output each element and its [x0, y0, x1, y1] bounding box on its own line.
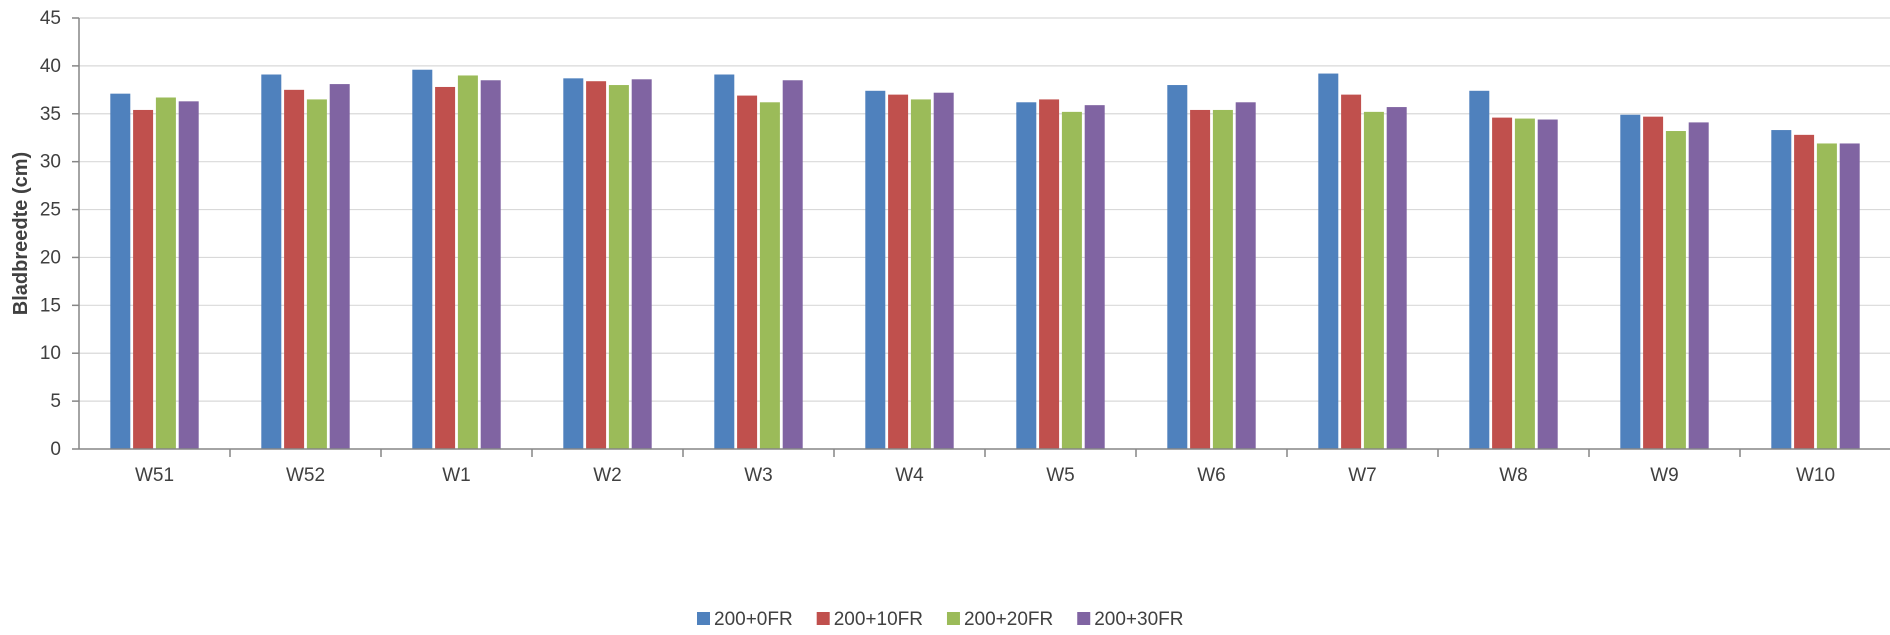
y-axis-ticks: 0 5 10 15 20 25 30 35 40 45 — [40, 8, 79, 460]
x-tick-label: W1 — [442, 465, 471, 486]
bar-w10-4 — [1839, 143, 1860, 450]
bar-w5-2 — [1039, 99, 1060, 450]
bar-w51-4 — [178, 101, 199, 450]
y-tick-label: 25 — [40, 200, 61, 221]
bar-w2-3 — [608, 85, 629, 450]
bar-w5-3 — [1061, 111, 1082, 450]
gridlines — [79, 17, 1890, 402]
legend-label: 200+0FR — [714, 609, 793, 630]
legend-label: 200+30FR — [1094, 609, 1183, 630]
legend-item: 200+30FR — [1077, 609, 1184, 630]
bar-w5-4 — [1084, 105, 1105, 449]
bar-w5-1 — [1016, 102, 1037, 449]
bar-w2-4 — [631, 79, 652, 449]
y-tick-label: 20 — [40, 247, 61, 268]
bar-w9-2 — [1643, 116, 1664, 449]
bar-w9-3 — [1665, 131, 1686, 450]
legend-item: 200+20FR — [946, 609, 1053, 630]
x-tick-label: W51 — [135, 465, 174, 486]
bar-w52-1 — [261, 74, 282, 450]
x-tick-label: W2 — [593, 465, 622, 486]
bar-w2-1 — [563, 78, 584, 449]
legend-label: 200+10FR — [834, 609, 923, 630]
bar-w7-3 — [1363, 111, 1384, 450]
bar-w51-3 — [155, 97, 176, 450]
bar-w3-1 — [714, 74, 735, 450]
bar-w9-1 — [1620, 114, 1641, 449]
bar-w51-1 — [110, 93, 131, 450]
bar-w6-4 — [1235, 102, 1256, 449]
bar-w52-4 — [329, 84, 350, 449]
bar-w4-2 — [888, 94, 909, 449]
x-tick-label: W3 — [744, 465, 773, 486]
legend-swatch — [946, 612, 960, 625]
legend: 200+0FR 200+10FR 200+20FR 200+30FR — [697, 609, 1184, 630]
bar-w6-3 — [1212, 109, 1233, 450]
bar-w9-4 — [1688, 122, 1709, 450]
bar-w6-2 — [1190, 109, 1211, 450]
bar-w4-4 — [933, 92, 954, 449]
y-axis-title: Bladbreedte (cm) — [10, 152, 32, 315]
bar-w3-2 — [737, 95, 758, 449]
legend-item: 200+0FR — [697, 609, 793, 630]
legend-swatch — [1077, 612, 1091, 625]
bar-w1-1 — [412, 69, 433, 449]
bar-w7-2 — [1341, 94, 1362, 449]
bar-w10-1 — [1771, 130, 1792, 449]
x-tick-label: W4 — [895, 465, 924, 486]
legend-label: 200+20FR — [964, 609, 1053, 630]
x-tick-label: W7 — [1348, 465, 1377, 486]
legend-swatch — [697, 612, 710, 625]
bar-w7-1 — [1318, 73, 1339, 449]
bar-w8-1 — [1469, 90, 1490, 450]
x-tick-label: W8 — [1499, 465, 1528, 486]
y-tick-label: 5 — [50, 391, 61, 412]
bar-w4-1 — [865, 90, 886, 450]
bar-w51-2 — [133, 109, 154, 450]
bar-w7-4 — [1386, 107, 1407, 449]
y-tick-label: 0 — [50, 439, 61, 460]
bar-w1-3 — [457, 75, 478, 449]
y-tick-label: 10 — [40, 343, 61, 364]
bar-w1-4 — [480, 80, 501, 449]
bar-w52-3 — [306, 99, 327, 450]
x-tick-label: W52 — [286, 465, 325, 486]
bar-w10-2 — [1794, 134, 1815, 450]
bar-w10-3 — [1816, 143, 1837, 450]
bar-w4-3 — [910, 99, 931, 450]
x-tick-label: W10 — [1796, 465, 1835, 486]
bars — [110, 69, 1860, 450]
y-tick-label: 40 — [40, 56, 61, 77]
bar-w2-2 — [586, 81, 607, 450]
x-tick-label: W5 — [1046, 465, 1075, 486]
axes — [78, 18, 1890, 450]
y-tick-label: 15 — [40, 295, 61, 316]
bar-w8-3 — [1514, 118, 1535, 450]
legend-item: 200+10FR — [816, 609, 923, 630]
bar-w52-2 — [284, 89, 305, 449]
bar-w3-3 — [759, 102, 780, 449]
bar-w8-2 — [1492, 117, 1513, 449]
x-axis-ticks: W51 W52 W1 W2 W3 W4 W5 W6 W7 W8 W9 W10 — [135, 449, 1835, 486]
y-tick-label: 45 — [40, 8, 61, 29]
bar-w8-4 — [1537, 119, 1558, 449]
y-tick-label: 30 — [40, 152, 61, 173]
legend-swatch — [816, 612, 830, 625]
bar-w3-4 — [782, 80, 803, 449]
y-tick-label: 35 — [40, 104, 61, 125]
x-tick-label: W6 — [1197, 465, 1226, 486]
bar-w6-1 — [1167, 85, 1188, 450]
x-tick-label: W9 — [1650, 465, 1679, 486]
bar-w1-2 — [435, 86, 456, 450]
